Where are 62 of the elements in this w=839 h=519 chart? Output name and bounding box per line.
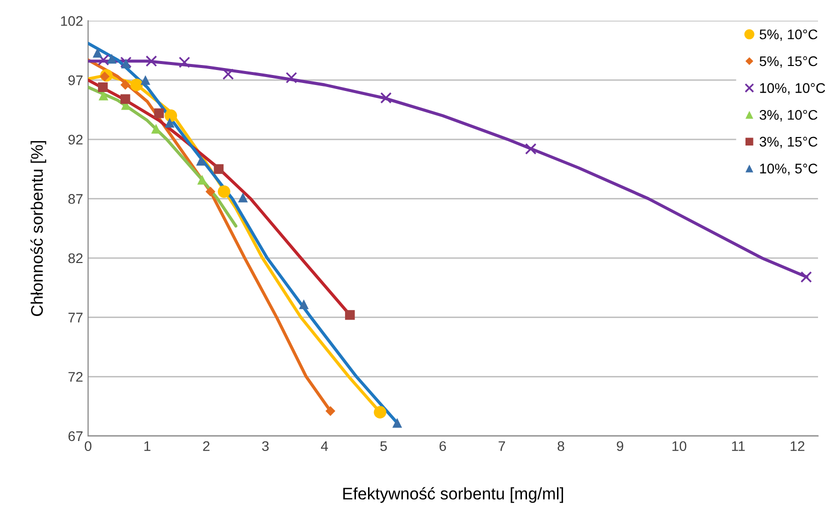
- point: [146, 55, 158, 67]
- point: [298, 299, 309, 310]
- y-tick-label: 67: [68, 431, 83, 442]
- line-series: [88, 86, 238, 228]
- point: [178, 56, 190, 68]
- x-tick-label: 5: [380, 441, 387, 452]
- point: [130, 78, 143, 92]
- x-tick-label: 1: [144, 441, 150, 451]
- y-tick-label: 82: [68, 253, 83, 264]
- x-tick-label: 3: [262, 441, 269, 452]
- point: [525, 143, 536, 155]
- y-tick-label: 97: [68, 75, 83, 86]
- x-tick-label: 12: [790, 441, 804, 451]
- point: [120, 94, 130, 104]
- point: [151, 124, 161, 134]
- y-tick-label: 77: [68, 312, 83, 322]
- x-tick-label: 4: [320, 441, 328, 451]
- point: [98, 90, 108, 100]
- point: [196, 156, 206, 166]
- y-tick-label: 102: [61, 16, 83, 26]
- x-tick-label: 9: [616, 441, 624, 452]
- x-tick-label: 11: [732, 441, 745, 451]
- point: [100, 72, 110, 82]
- point: [206, 186, 216, 196]
- point: [380, 92, 392, 104]
- y-tick-label: 87: [68, 194, 83, 204]
- point: [238, 192, 248, 202]
- point: [326, 406, 336, 416]
- legend-label: 10%, 10°C: [760, 83, 826, 95]
- point: [374, 406, 386, 418]
- x-tick-label: 6: [440, 441, 446, 452]
- point: [214, 164, 224, 174]
- point: [164, 118, 175, 128]
- x-tick-label: 7: [498, 441, 505, 451]
- point: [164, 109, 178, 122]
- point: [800, 271, 812, 283]
- point: [92, 48, 102, 58]
- point: [286, 72, 298, 84]
- x-tick-label: 0: [84, 441, 92, 452]
- x-tick-label: 2: [203, 441, 210, 451]
- point: [106, 54, 117, 64]
- point: [120, 80, 130, 90]
- y-tick-label: 72: [68, 372, 83, 382]
- y-axis-title: Chłonność sorbentu [%]: [30, 141, 46, 316]
- point: [154, 108, 164, 118]
- point: [222, 68, 234, 80]
- legend-label: 3%, 10°C: [760, 110, 818, 122]
- point: [392, 418, 402, 428]
- point: [140, 75, 150, 85]
- x-axis-title: Efektywność sorbentu [mg/ml]: [343, 487, 564, 503]
- point: [98, 54, 110, 66]
- point: [218, 185, 230, 198]
- legend-label: 5%, 10°C: [760, 29, 818, 41]
- point: [98, 82, 108, 92]
- x-tick-label: 8: [558, 441, 564, 452]
- point: [197, 174, 208, 185]
- legend-label: 5%, 15°C: [760, 56, 818, 68]
- point: [345, 310, 355, 320]
- legend-label: 3%, 15°C: [760, 136, 818, 148]
- y-tick-label: 92: [68, 134, 83, 145]
- legend-label: 10%, 5°C: [760, 164, 818, 176]
- x-tick-label: 10: [672, 441, 686, 452]
